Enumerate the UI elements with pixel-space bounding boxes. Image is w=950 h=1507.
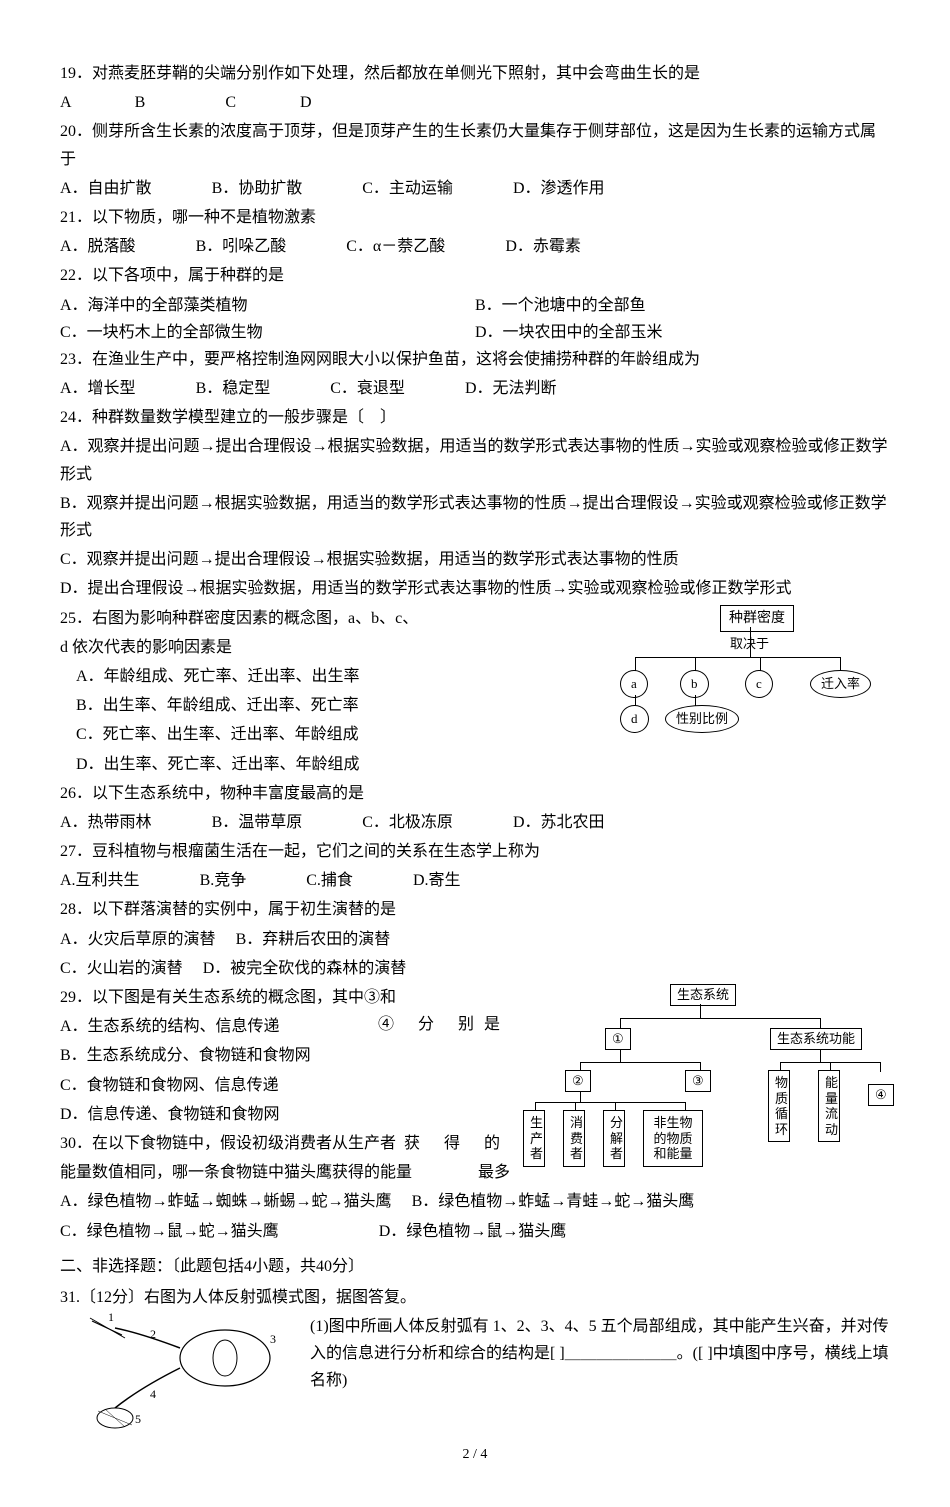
cm2-n2: ② xyxy=(565,1070,591,1092)
cm1-d: d xyxy=(620,705,649,733)
q20-A: A．自由扩散 xyxy=(60,175,152,202)
q23-options: A．增长型 B．稳定型 C．衰退型 D．无法判断 xyxy=(60,375,890,402)
concept-map-density: 种群密度 取决于 a b c 迁入率 d 性别比例 xyxy=(600,605,890,735)
cm2-dec: 分解者 xyxy=(603,1110,625,1167)
cm2-eng: 能量流动 xyxy=(818,1070,840,1142)
q24-stem: 24．种群数量数学模型建立的一般步骤是〔 〕 xyxy=(60,404,890,431)
q21-D: D．赤霉素 xyxy=(505,233,581,260)
q22-A: A．海洋中的全部藻类植物 xyxy=(60,292,475,319)
q24-C: C．观察并提出问题→提出合理假设→根据实验数据，用适当的数学形式表达事物的性质 xyxy=(60,546,890,573)
q23-stem: 23．在渔业生产中，要严格控制渔网网眼大小以保护鱼苗，这将会使捕捞种群的年龄组成… xyxy=(60,346,890,373)
q27-stem: 27．豆科植物与根瘤菌生活在一起，它们之间的关系在生态学上称为 xyxy=(60,838,890,865)
q25-D: D．出生率、死亡率、迁出率、年龄组成 xyxy=(60,751,890,778)
q30-C: C．绿色植物→鼠→蛇→猫头鹰 xyxy=(60,1223,279,1240)
section2-title: 二、非选择题：〔此题包括4小题，共40分〕 xyxy=(60,1253,890,1280)
q26-B: B．温带草原 xyxy=(212,809,303,836)
q28-row2: C．火山岩的演替 D．被完全砍伐的森林的演替 xyxy=(60,955,890,982)
q26-options: A．热带雨林 B．温带草原 C．北极冻原 D．苏北农田 xyxy=(60,809,890,836)
svg-text:2: 2 xyxy=(150,1327,156,1341)
q22-row2: C．一块朽木上的全部微生物 D．一块农田中的全部玉米 xyxy=(60,319,890,346)
q28-D: D．被完全砍伐的森林的演替 xyxy=(203,960,407,977)
q25-block: 种群密度 取决于 a b c 迁入率 d 性别比例 25．右图为影响种群密度因素… xyxy=(60,605,890,780)
q29-block: 生态系统 ① 生态系统功能 ② ③ 物质循环 能量流动 ④ 生产者 消费者 分解… xyxy=(60,984,890,1188)
q21-stem: 21．以下物质，哪一种不是植物激素 xyxy=(60,204,890,231)
q30-stem-pre: 30．在以下食物链中，假设初级消费者从生产者 xyxy=(60,1135,396,1152)
cm2-abio: 非生物的物质和能量 xyxy=(643,1110,703,1167)
q27-D: D.寄生 xyxy=(413,867,461,894)
q20-B: B．协助扩散 xyxy=(212,175,303,202)
svg-text:1: 1 xyxy=(108,1313,114,1324)
concept-map-ecosystem: 生态系统 ① 生态系统功能 ② ③ 物质循环 能量流动 ④ 生产者 消费者 分解… xyxy=(520,984,890,1174)
cm2-top: 生态系统 xyxy=(670,984,736,1006)
q19: 19．对燕麦胚芽鞘的尖端分别作如下处理，然后都放在单侧光下照射，其中会弯曲生长的… xyxy=(60,60,890,87)
q22-B: B．一个池塘中的全部鱼 xyxy=(475,292,890,319)
q31-body: 1 2 3 4 5 (1)图中所画人体反射弧有 1、2、3、4、5 五个局部组成… xyxy=(60,1313,890,1395)
q22-row1: A．海洋中的全部藻类植物 B．一个池塘中的全部鱼 xyxy=(60,292,890,319)
q30-B: B．绿色植物→蚱蜢→青蛙→蛇→猫头鹰 xyxy=(412,1193,695,1210)
q26-A: A．热带雨林 xyxy=(60,809,152,836)
cm2-n1: ① xyxy=(605,1028,631,1050)
svg-text:4: 4 xyxy=(150,1387,156,1401)
q22-stem: 22．以下各项中，属于种群的是 xyxy=(60,262,890,289)
cm2-n4: ④ xyxy=(868,1084,894,1106)
page-number: 2 / 4 xyxy=(60,1443,890,1467)
q27-A: A.互利共生 xyxy=(60,867,140,894)
q30-D: D．绿色植物→鼠→猫头鹰 xyxy=(379,1223,567,1240)
q19-options: A B C D xyxy=(60,89,890,116)
q21-B: B．吲哚乙酸 xyxy=(196,233,287,260)
q28-A: A．火灾后草原的演替 xyxy=(60,931,216,948)
cm1-a: a xyxy=(620,670,648,698)
cm1-b: b xyxy=(680,670,709,698)
q24-D: D．提出合理假设→根据实验数据，用适当的数学形式表达事物的性质→实验或观察检验或… xyxy=(60,575,890,602)
q23-A: A．增长型 xyxy=(60,375,136,402)
cm2-mat: 物质循环 xyxy=(768,1070,790,1142)
cm1-sex: 性别比例 xyxy=(665,705,739,733)
cm1-c: c xyxy=(745,670,773,698)
q23-B: B．稳定型 xyxy=(196,375,271,402)
q30-stem-suf: 最多 xyxy=(478,1159,510,1186)
cm2-n3: ③ xyxy=(685,1070,711,1092)
cm2-prod: 生产者 xyxy=(523,1110,545,1167)
q28-C: C．火山岩的演替 xyxy=(60,960,183,977)
q28-stem: 28．以下群落演替的实例中，属于初生演替的是 xyxy=(60,896,890,923)
q20-C: C．主动运输 xyxy=(362,175,453,202)
q26-stem: 26．以下生态系统中，物种丰富度最高的是 xyxy=(60,780,890,807)
q30-row1: A．绿色植物→蚱蜢→蜘蛛→蜥蜴→蛇→猫头鹰 B．绿色植物→蚱蜢→青蛙→蛇→猫头鹰 xyxy=(60,1188,890,1215)
reflex-arc-diagram: 1 2 3 4 5 xyxy=(60,1313,310,1443)
q22-D: D．一块农田中的全部玉米 xyxy=(475,319,890,346)
q30-stem2: 能量数值相同，哪一条食物链中猫头鹰获得的能量 xyxy=(60,1164,412,1181)
q30-stem-mid: 获 得 的 xyxy=(404,1130,510,1157)
q27-C: C.捕食 xyxy=(306,867,353,894)
q23-D: D．无法判断 xyxy=(465,375,557,402)
q29-stem-suf: ④ 分 别是 xyxy=(378,1011,510,1038)
reflex-svg: 1 2 3 4 5 xyxy=(60,1313,310,1443)
q30-row2: C．绿色植物→鼠→蛇→猫头鹰 D．绿色植物→鼠→猫头鹰 xyxy=(60,1218,890,1245)
q21-options: A．脱落酸 B．吲哚乙酸 C．α－萘乙酸 D．赤霉素 xyxy=(60,233,890,260)
cm2-cons: 消费者 xyxy=(563,1110,585,1167)
cm1-top: 种群密度 xyxy=(720,605,794,633)
q23-C: C．衰退型 xyxy=(330,375,405,402)
q20-options: A．自由扩散 B．协助扩散 C．主动运输 D．渗透作用 xyxy=(60,175,890,202)
q21-C: C．α－萘乙酸 xyxy=(346,233,445,260)
q27-B: B.竞争 xyxy=(200,867,247,894)
svg-text:5: 5 xyxy=(135,1412,141,1426)
cm1-in: 迁入率 xyxy=(810,670,871,698)
q30-A: A．绿色植物→蚱蜢→蜘蛛→蜥蜴→蛇→猫头鹰 xyxy=(60,1193,392,1210)
q24-B: B．观察并提出问题→根据实验数据，用适当的数学形式表达事物的性质→提出合理假设→… xyxy=(60,490,890,544)
q24-A: A．观察并提出问题→提出合理假设→根据实验数据，用适当的数学形式表达事物的性质→… xyxy=(60,433,890,487)
q28-row1: A．火灾后草原的演替 B．弃耕后农田的演替 xyxy=(60,926,890,953)
q31-stem: 31.〔12分〕右图为人体反射弧模式图，据图答复。 xyxy=(60,1284,890,1311)
q29-stem-pre: 29．以下图是有关生态系统的概念图，其中③和 xyxy=(60,989,396,1006)
q20-stem: 20．侧芽所含生长素的浓度高于顶芽，但是顶芽产生的生长素仍大量集存于侧芽部位，这… xyxy=(60,118,890,172)
q26-C: C．北极冻原 xyxy=(362,809,453,836)
q28-B: B．弃耕后农田的演替 xyxy=(236,931,391,948)
q26-D: D．苏北农田 xyxy=(513,809,605,836)
q22-C: C．一块朽木上的全部微生物 xyxy=(60,319,475,346)
q20-D: D．渗透作用 xyxy=(513,175,605,202)
cm2-nfun: 生态系统功能 xyxy=(770,1028,862,1050)
q27-options: A.互利共生 B.竞争 C.捕食 D.寄生 xyxy=(60,867,890,894)
q21-A: A．脱落酸 xyxy=(60,233,136,260)
